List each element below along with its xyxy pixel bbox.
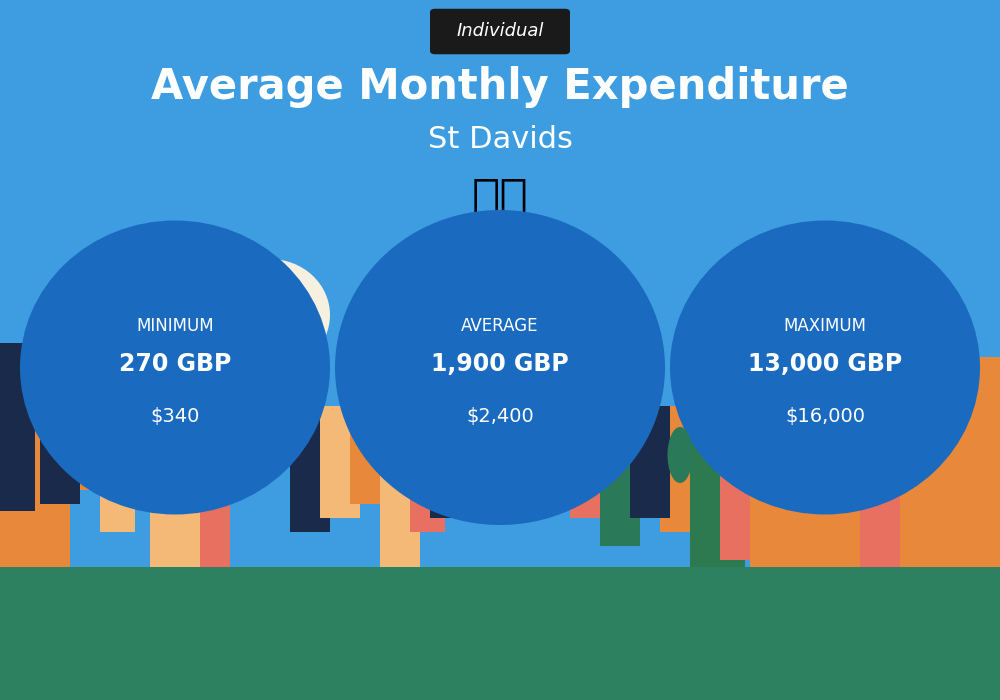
Bar <box>690 399 745 567</box>
Text: St Davids: St Davids <box>428 125 572 155</box>
Ellipse shape <box>210 259 330 371</box>
Bar <box>200 455 230 567</box>
Bar <box>630 406 670 518</box>
Bar <box>290 406 330 532</box>
Ellipse shape <box>750 231 850 329</box>
Bar <box>150 392 200 567</box>
Bar <box>350 406 390 504</box>
Bar <box>100 406 135 532</box>
Bar <box>750 343 815 567</box>
Bar <box>660 406 700 532</box>
Bar <box>410 434 445 532</box>
Text: 13,000 GBP: 13,000 GBP <box>748 352 902 376</box>
FancyBboxPatch shape <box>430 8 570 55</box>
Bar <box>0 343 70 567</box>
Text: MAXIMUM: MAXIMUM <box>784 316 866 335</box>
Text: 🇬🇧: 🇬🇧 <box>472 177 528 222</box>
Ellipse shape <box>668 427 692 483</box>
Text: MINIMUM: MINIMUM <box>136 316 214 335</box>
Ellipse shape <box>670 220 980 514</box>
Ellipse shape <box>435 234 565 354</box>
Bar <box>430 434 470 518</box>
Ellipse shape <box>335 210 665 525</box>
Bar <box>800 315 870 567</box>
Bar <box>40 385 80 504</box>
Bar <box>900 357 1000 567</box>
Bar <box>0 567 1000 700</box>
Bar <box>720 364 770 560</box>
Ellipse shape <box>90 354 140 402</box>
Text: AVERAGE: AVERAGE <box>461 316 539 335</box>
Bar <box>380 441 420 567</box>
Bar <box>130 406 170 504</box>
Text: $2,400: $2,400 <box>466 407 534 426</box>
Text: Average Monthly Expenditure: Average Monthly Expenditure <box>151 66 849 108</box>
Ellipse shape <box>745 318 795 368</box>
Bar <box>600 406 640 546</box>
Bar <box>180 420 215 504</box>
Ellipse shape <box>725 266 795 336</box>
Ellipse shape <box>190 287 270 371</box>
Bar <box>0 343 35 511</box>
Ellipse shape <box>20 220 330 514</box>
Text: $16,000: $16,000 <box>785 407 865 426</box>
Bar <box>570 406 605 518</box>
Text: 270 GBP: 270 GBP <box>119 352 231 376</box>
Text: 1,900 GBP: 1,900 GBP <box>431 352 569 376</box>
Text: Individual: Individual <box>456 22 544 41</box>
Bar <box>320 406 360 518</box>
Text: $340: $340 <box>150 407 200 426</box>
Bar <box>70 406 110 490</box>
Bar <box>860 343 920 567</box>
